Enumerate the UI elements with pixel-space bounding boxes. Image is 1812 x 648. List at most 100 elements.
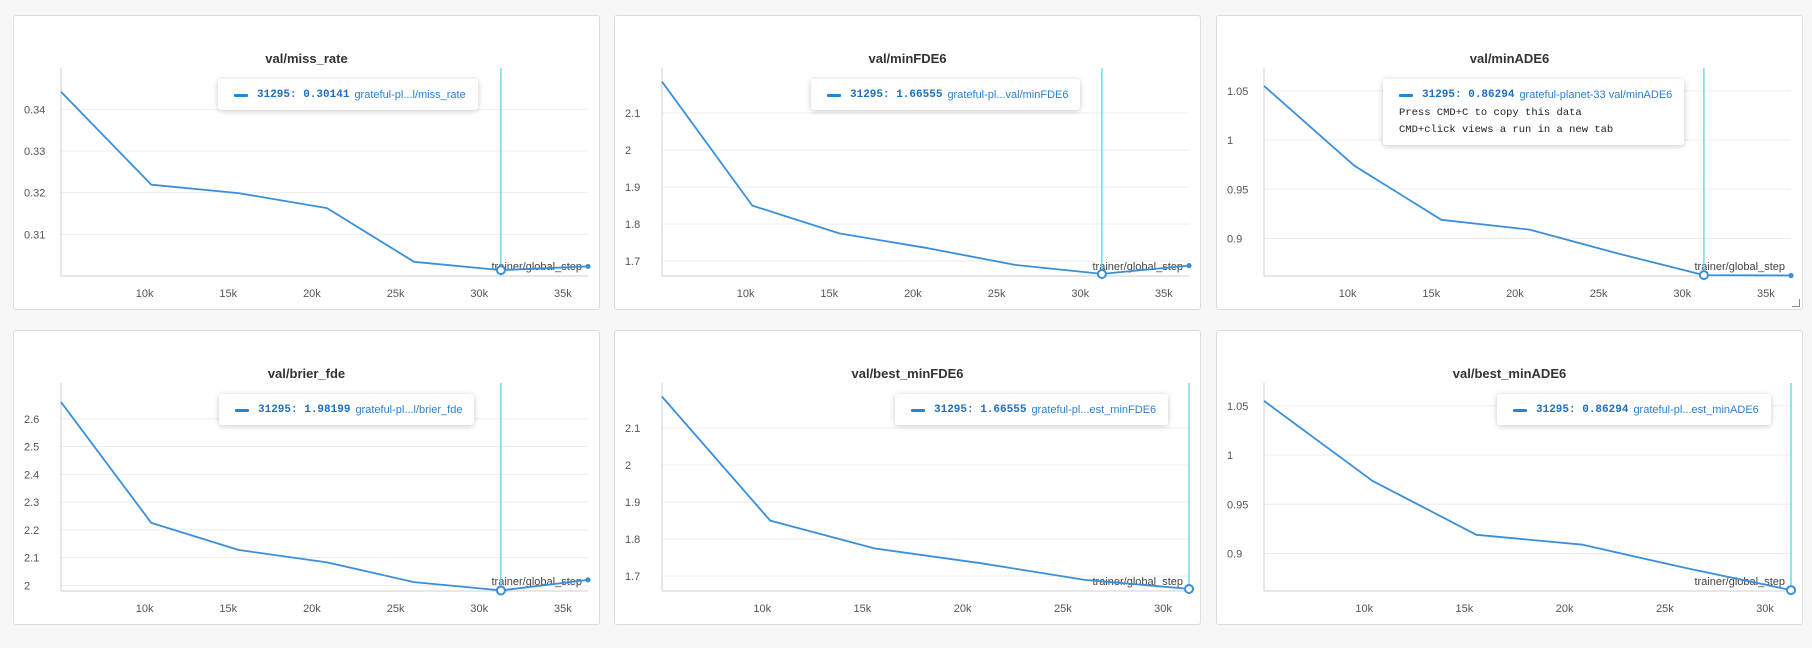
x-tick-label: 25k: [988, 288, 1006, 300]
x-tick-label: 15k: [219, 288, 237, 300]
chart-panel[interactable]: 1.05 1 0.95 0.9 10k 15k 20k 25k 30k trainer/globa…: [1216, 330, 1803, 625]
y-tick-label: 2.2: [24, 525, 39, 537]
y-tick-label: 2.1: [24, 553, 39, 565]
endpoint-marker: [1788, 272, 1794, 279]
chart-title: val/brier_fde: [267, 366, 346, 381]
x-tick-label: 10k: [1355, 603, 1373, 615]
tooltip-run-name[interactable]: grateful-pl...l/brier_fde: [355, 404, 463, 416]
y-tick-label: 2: [625, 145, 631, 157]
tooltip-run-name[interactable]: grateful-pl...est_minFDE6: [1031, 404, 1157, 416]
tooltip-value: 1.66555: [896, 89, 943, 101]
endpoint-marker: [585, 577, 591, 583]
series-line: [1263, 400, 1792, 591]
tooltip-run-name[interactable]: grateful-pl...val/minFDE6: [947, 89, 1069, 101]
y-tick-label: 0.95: [1227, 184, 1248, 196]
x-axis-label: trainer/global_step: [1092, 261, 1183, 273]
x-tick-label: 20k: [303, 603, 321, 615]
y-tick-label: 2: [24, 580, 30, 592]
line-chart[interactable]: 1.05 1 0.95 0.9 10k 15k 20k 25k 30k 35k trainer/gl…: [1217, 16, 1804, 311]
x-axis-label: trainer/global_step: [491, 576, 582, 588]
chart-title: val/minADE6: [1469, 51, 1550, 66]
y-tick-label: 1.9: [625, 497, 640, 509]
y-tick-label: 0.31: [24, 229, 45, 241]
tooltip-value: 1.98199: [304, 404, 351, 416]
x-tick-label: 25k: [387, 288, 405, 300]
x-tick-label: 20k: [904, 288, 922, 300]
series-line: [661, 396, 1190, 590]
tooltip-run-name[interactable]: grateful-pl...est_minADE6: [1633, 404, 1759, 416]
x-tick-label: 35k: [554, 603, 572, 615]
line-chart[interactable]: 2.6 2.5 2.4 2.3 2.2 2.1 2 10k 15k 20k 25k 30k 35k tra…: [14, 331, 601, 626]
tooltip-step: 31295: [258, 404, 292, 416]
chart-title: val/best_minADE6: [1452, 366, 1567, 381]
x-tick-label: 20k: [954, 603, 972, 615]
chart-panel[interactable]: 0.34 0.33 0.32 0.31 10k 15k 20k 25k 30k 35k traine…: [13, 15, 600, 310]
x-tick-label: 30k: [1154, 603, 1172, 615]
x-axis-label: trainer/global_step: [1092, 576, 1183, 588]
x-axis-label: trainer/global_step: [1694, 261, 1785, 273]
hover-tooltip: 31295: 1.66555 grateful-pl...val/minFDE6: [811, 79, 1081, 110]
y-tick-label: 1.8: [625, 534, 640, 546]
tooltip-copy-hint: Press CMD+C to copy this data: [1399, 107, 1582, 119]
y-tick-label: 2.4: [24, 469, 39, 481]
y-tick-label: 2: [625, 460, 631, 472]
hover-tooltip: 31295: 0.30141 grateful-pl...l/miss_rate: [218, 79, 478, 110]
series-swatch: [827, 93, 841, 97]
series-line: [60, 401, 589, 592]
y-tick-label: 1: [1227, 450, 1233, 462]
tooltip-step: 31295: [1422, 89, 1456, 101]
x-tick-label: 25k: [1656, 603, 1674, 615]
x-tick-label: 15k: [820, 288, 838, 300]
x-tick-label: 15k: [1456, 603, 1474, 615]
endpoint-marker: [1186, 263, 1192, 269]
chart-panel[interactable]: 1.05 1 0.95 0.9 10k 15k 20k 25k 30k 35k trainer/gl…: [1216, 15, 1803, 310]
tooltip-value: 0.86294: [1468, 89, 1515, 101]
y-tick-label: 2.6: [24, 414, 39, 426]
hover-tooltip: 31295: 1.66555 grateful-pl...est_minFDE6: [895, 394, 1169, 425]
x-tick-label: 10k: [753, 603, 771, 615]
x-tick-label: 25k: [1054, 603, 1072, 615]
line-chart[interactable]: 2.1 2 1.9 1.8 1.7 10k 15k 20k 25k 30k trainer/glob…: [615, 331, 1202, 626]
line-chart[interactable]: 2.1 2 1.9 1.8 1.7 10k 15k 20k 25k 30k 35k trainer/g…: [615, 16, 1202, 311]
x-tick-label: 30k: [470, 603, 488, 615]
chart-title: val/miss_rate: [265, 51, 348, 66]
hover-point-marker: [1698, 270, 1709, 281]
hover-point-marker: [495, 585, 506, 596]
x-tick-label: 20k: [1556, 603, 1574, 615]
endpoint-marker: [585, 263, 591, 270]
y-tick-label: 0.9: [1227, 234, 1242, 246]
series-swatch: [1399, 93, 1413, 97]
tooltip-click-hint: CMD+click views a run in a new tab: [1399, 124, 1614, 136]
series-swatch: [234, 93, 248, 97]
x-tick-label: 20k: [1506, 288, 1524, 300]
tooltip-value: 0.86294: [1582, 404, 1629, 416]
tooltip-run-name[interactable]: grateful-pl...l/miss_rate: [354, 89, 466, 101]
x-tick-label: 15k: [219, 603, 237, 615]
y-tick-label: 0.9: [1227, 549, 1242, 561]
x-tick-label: 10k: [737, 288, 755, 300]
hover-point-marker: [1184, 583, 1194, 594]
series-swatch: [911, 408, 925, 412]
resize-handle[interactable]: [1792, 299, 1800, 307]
tooltip-step: 31295: [934, 404, 968, 416]
y-tick-label: 2.1: [625, 423, 640, 435]
tooltip-step: 31295: [1536, 404, 1570, 416]
y-tick-label: 1: [1227, 135, 1233, 147]
y-tick-label: 1.8: [625, 219, 640, 231]
y-tick-label: 2.3: [24, 497, 39, 509]
chart-title: val/best_minFDE6: [851, 366, 964, 381]
x-tick-label: 15k: [854, 603, 872, 615]
x-tick-label: 30k: [1673, 288, 1691, 300]
y-tick-label: 1.9: [625, 182, 640, 194]
chart-panel[interactable]: 2.6 2.5 2.4 2.3 2.2 2.1 2 10k 15k 20k 25k 30k 35k tra…: [13, 330, 600, 625]
tooltip-run-name[interactable]: grateful-planet-33 val/minADE6: [1519, 89, 1673, 101]
x-tick-label: 30k: [470, 288, 488, 300]
chart-panel[interactable]: 2.1 2 1.9 1.8 1.7 10k 15k 20k 25k 30k 35k trainer/g…: [614, 15, 1201, 310]
x-tick-label: 35k: [1155, 288, 1173, 300]
y-tick-label: 0.95: [1227, 499, 1248, 511]
chart-panel[interactable]: 2.1 2 1.9 1.8 1.7 10k 15k 20k 25k 30k trainer/glob…: [614, 330, 1201, 625]
x-tick-label: 15k: [1422, 288, 1440, 300]
tooltip-step: 31295: [850, 89, 884, 101]
